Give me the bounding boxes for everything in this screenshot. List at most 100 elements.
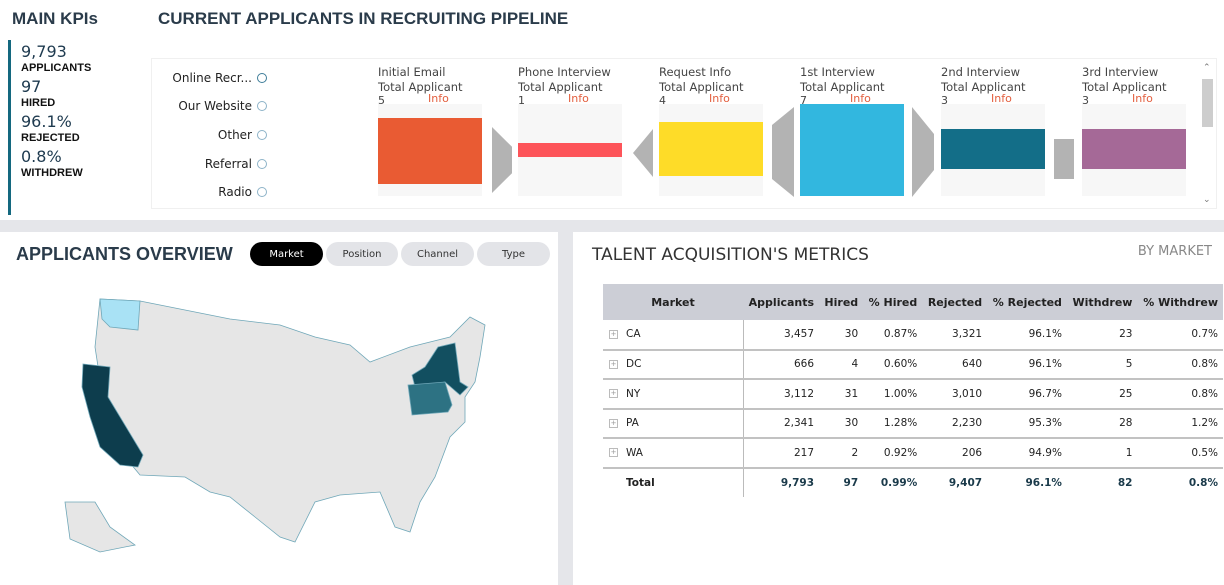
stage-bar[interactable] <box>518 143 622 157</box>
channel-option[interactable]: Other <box>218 128 267 142</box>
funnel-stage: Initial Email Total Applicant 5 Info <box>378 65 488 107</box>
tab-channel[interactable]: Channel <box>401 242 474 266</box>
table-row[interactable]: + DC 666 4 0.60% 640 96.1% 5 0.8% <box>603 349 1223 380</box>
stage-info-link[interactable]: Info <box>428 92 449 105</box>
market-name: WA <box>626 446 643 459</box>
channel-option[interactable]: Referral <box>205 157 267 171</box>
top-section: MAIN KPIs 9,793 APPLICANTS 97 HIRED 96.1% R… <box>0 0 1224 220</box>
table-cell: 94.9% <box>987 438 1067 469</box>
map-state-ca[interactable] <box>81 363 144 468</box>
total-cell: 0.99% <box>880 476 918 489</box>
stage-name: Initial Email <box>378 65 446 79</box>
stage-name: 2nd Interview <box>941 65 1021 79</box>
stage-subtitle: Total Applicant <box>800 80 885 94</box>
stage-bar[interactable] <box>659 122 763 176</box>
table-cell: 2,230 <box>922 408 988 439</box>
stage-count-row: 3 Info <box>1082 92 1192 107</box>
stage-bar[interactable] <box>1082 129 1186 169</box>
stage-count-row: 4 Info <box>659 92 769 107</box>
table-cell: 1.2% <box>1137 408 1223 439</box>
map-state-ny[interactable] <box>411 342 469 396</box>
total-cell: 0.8% <box>1188 476 1218 489</box>
channel-option[interactable]: Radio <box>218 185 267 199</box>
market-cell: + DC <box>603 349 744 380</box>
column-header[interactable]: Rejected <box>922 284 988 320</box>
table-cell: 1.28% <box>863 408 923 439</box>
stage-info-link[interactable]: Info <box>850 92 871 105</box>
stage-count-row: 3 Info <box>941 92 1051 107</box>
expand-icon[interactable]: + <box>609 329 618 339</box>
kpi-rejected: 96.1% REJECTED <box>21 112 128 145</box>
table-cell: 2 <box>819 438 864 469</box>
table-cell: 28 <box>1066 408 1138 439</box>
kpi-title: MAIN KPIs <box>12 9 98 28</box>
chevron-down-icon[interactable]: ⌄ <box>1203 195 1211 205</box>
radio-icon[interactable] <box>257 101 267 111</box>
stage-bar-area <box>800 104 904 196</box>
funnel-stage: Phone Interview Total Applicant 1 Info <box>518 65 628 107</box>
table-cell: 666 <box>743 349 820 380</box>
metrics-title: TALENT ACQUISITION'S METRICS <box>592 245 869 265</box>
table-row[interactable]: + PA 2,341 30 1.28% 2,230 95.3% 28 1.2% <box>603 408 1223 439</box>
column-header[interactable]: % Rejected <box>987 284 1067 320</box>
column-header[interactable]: Applicants <box>743 284 820 320</box>
stage-info-link[interactable]: Info <box>568 92 589 105</box>
table-cell: 0.92% <box>863 438 923 469</box>
stage-info-link[interactable]: Info <box>991 92 1012 105</box>
column-header[interactable]: Withdrew <box>1066 284 1138 320</box>
tab-market[interactable]: Market <box>250 242 323 266</box>
column-header[interactable]: % Withdrew <box>1137 284 1223 320</box>
expand-icon[interactable]: + <box>609 389 618 399</box>
table-row[interactable]: + CA 3,457 30 0.87% 3,321 96.1% 23 0.7% <box>603 320 1223 351</box>
tab-position[interactable]: Position <box>326 242 398 266</box>
radio-icon[interactable] <box>257 130 267 140</box>
map-state-pa[interactable] <box>407 381 453 416</box>
scrollbar-thumb[interactable] <box>1202 79 1213 127</box>
map-state-other[interactable] <box>64 298 486 553</box>
stage-subtitle: Total Applicant <box>378 80 463 94</box>
market-name: CA <box>626 328 641 341</box>
table-cell: 3,112 <box>743 379 820 410</box>
channel-option[interactable]: Online Recr... <box>172 71 267 85</box>
channel-label: Referral <box>204 157 252 171</box>
column-header[interactable]: % Hired <box>863 284 923 320</box>
channel-label: Radio <box>218 185 252 199</box>
map-state-wa[interactable] <box>99 298 141 331</box>
funnel-connector <box>912 107 934 197</box>
stage-bar[interactable] <box>378 118 482 184</box>
radio-icon[interactable] <box>257 159 267 169</box>
table-cell: 2,341 <box>743 408 820 439</box>
stage-name: 1st Interview <box>800 65 875 79</box>
stage-subtitle: Total Applicant <box>1082 80 1167 94</box>
table-cell: 31 <box>819 379 864 410</box>
market-cell: + NY <box>603 379 744 410</box>
stage-bar[interactable] <box>941 129 1045 169</box>
stage-info-link[interactable]: Info <box>1132 92 1153 105</box>
expand-icon[interactable]: + <box>609 448 618 458</box>
stage-bar[interactable] <box>800 104 904 196</box>
scrollbar[interactable]: ⌃ ⌄ <box>1199 61 1216 207</box>
stage-info-link[interactable]: Info <box>709 92 730 105</box>
table-cell: 0.87% <box>863 320 923 351</box>
funnel-stage: 3rd Interview Total Applicant 3 Info <box>1082 65 1192 107</box>
table-cell: 0.8% <box>1137 379 1223 410</box>
expand-icon[interactable]: + <box>609 359 618 369</box>
table-row[interactable]: + WA 217 2 0.92% 206 94.9% 1 0.5% <box>603 438 1223 469</box>
channel-label: Online Recr... <box>172 71 252 85</box>
radio-icon[interactable] <box>257 187 267 197</box>
table-row[interactable]: + NY 3,112 31 1.00% 3,010 96.7% 25 0.8% <box>603 379 1223 410</box>
chevron-up-icon[interactable]: ⌃ <box>1203 63 1211 73</box>
column-header[interactable]: Hired <box>819 284 864 320</box>
channel-label: Other <box>217 128 252 142</box>
market-cell: + PA <box>603 408 744 439</box>
tab-type[interactable]: Type <box>477 242 550 266</box>
radio-icon[interactable] <box>257 73 267 83</box>
channel-option[interactable]: Our Website <box>178 99 267 113</box>
column-header[interactable]: Market <box>603 284 743 320</box>
expand-icon[interactable]: + <box>609 418 618 428</box>
metrics-table: Market Applicants Hired% Hired Rejected% Re… <box>603 284 1223 497</box>
funnel-connector <box>633 129 653 177</box>
stage-subtitle: Total Applicant <box>659 80 744 94</box>
kpi-list: 9,793 APPLICANTS 97 HIRED 96.1% REJECTED 0.… <box>8 40 128 215</box>
funnel-connector <box>772 107 794 197</box>
